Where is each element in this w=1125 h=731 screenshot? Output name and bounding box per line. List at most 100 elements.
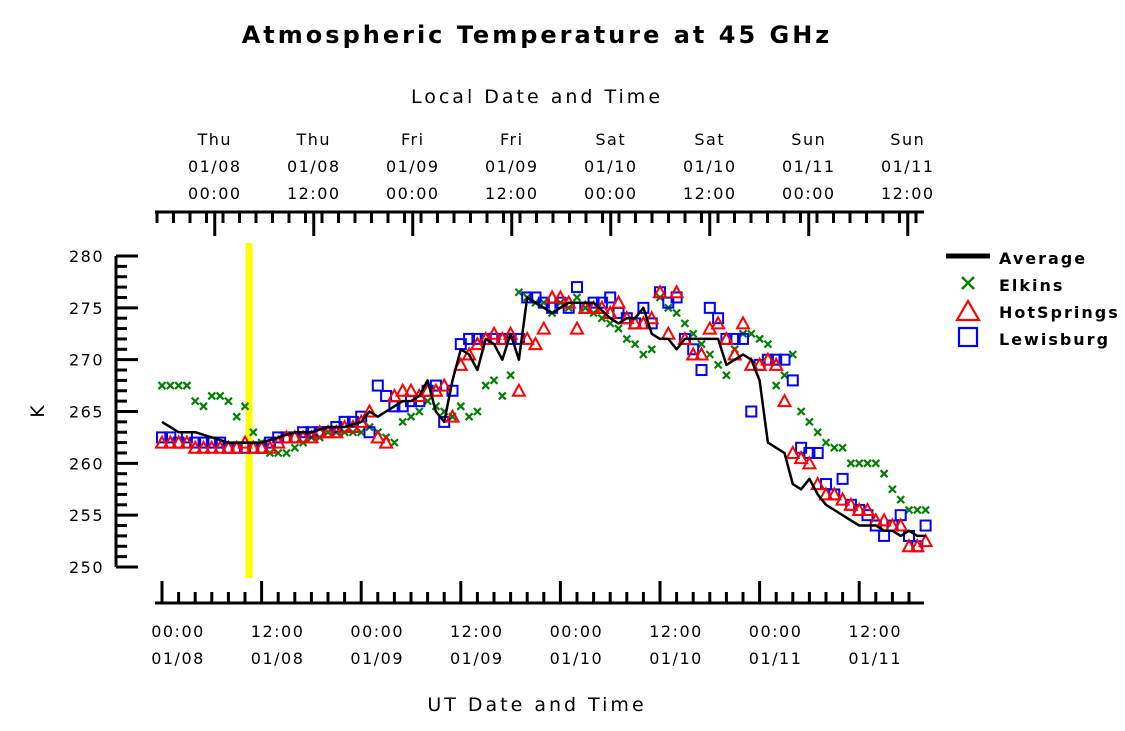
data-point-elkins [207,391,217,401]
marker-stroke [780,370,789,380]
data-point-hotsprings [204,439,220,454]
top-tick-day-label: Sun [791,130,826,149]
data-point-elkins [282,448,291,458]
top-tick-day-label: Sat [694,130,725,149]
marker-stroke [390,438,399,447]
data-point-hotsprings [917,532,934,548]
data-point-elkins [705,350,715,359]
marker-stroke [166,381,175,390]
data-point-elkins [763,339,773,349]
data-point-hotsprings [851,501,867,516]
data-point-hotsprings [536,320,552,335]
marker-stroke [647,345,656,354]
top-tick-time-label: 00:00 [782,184,836,203]
data-point-elkins [199,402,208,411]
legend-item-lewisburg: Lewisburg [957,326,1108,349]
marker-stroke [813,427,822,437]
top-tick-date-label: 01/08 [188,157,242,176]
legend-item-elkins: Elkins [961,276,1064,295]
x-tick-time-label: 00:00 [151,622,205,641]
marker-stroke [456,402,466,411]
data-point-elkins [290,443,300,453]
data-point-elkins [913,505,922,515]
marker-stroke [215,391,225,401]
marker-stroke [830,443,839,453]
data-point-elkins [680,319,690,328]
data-point-lewisburg [371,379,384,392]
data-point-hotsprings [785,444,801,459]
data-point-hotsprings [901,538,917,553]
marker-stroke [415,407,424,416]
data-point-elkins [174,381,183,390]
data-point-elkins [415,407,424,416]
data-point-hotsprings [810,475,826,491]
top-tick-time-label: 00:00 [584,184,638,203]
data-point-elkins [597,313,607,323]
marker-stroke [190,396,200,406]
data-point-elkins [166,381,175,390]
data-point-elkins [390,438,399,447]
marker-stroke [506,370,515,380]
time-marker-layer [245,243,253,578]
data-point-elkins [879,469,889,478]
data-point-hotsprings [287,429,303,444]
data-point-elkins [830,443,839,453]
x-tick-time-label: 00:00 [749,622,803,641]
data-point-elkins [805,417,814,427]
marker-stroke [232,412,241,421]
data-point-hotsprings [685,346,701,361]
top-tick-day-label: Sat [595,130,626,149]
data-point-hotsprings [486,325,502,340]
data-point-lewisburg [919,519,932,532]
marker-stroke [755,334,764,344]
data-point-lewisburg [878,529,891,542]
legend-label: Elkins [999,276,1064,295]
data-point-hotsprings [893,517,909,532]
data-point-elkins [647,345,656,354]
data-point-hotsprings [768,356,784,371]
data-point-hotsprings [644,310,660,325]
top-tick-date-label: 01/10 [683,157,737,176]
marker-stroke [498,391,507,401]
data-point-hotsprings [585,299,602,314]
x-tick-time-label: 00:00 [550,622,604,641]
legend-swatch [961,276,975,290]
data-point-hotsprings [444,408,461,423]
marker-stroke [639,350,648,359]
marker-stroke [224,396,233,406]
data-point-elkins [406,412,416,421]
top-tick-date-label: 01/08 [287,157,341,176]
x-tick-time-label: 12:00 [450,622,504,641]
data-point-hotsprings [511,382,527,397]
data-point-elkins [821,438,831,447]
marker-stroke [838,443,847,453]
data-point-hotsprings [253,439,270,454]
data-point-hotsprings [502,325,519,340]
marker-stroke [846,459,856,468]
data-point-hotsprings [212,439,228,454]
series-line-average [161,296,926,538]
marker-stroke [680,319,690,328]
data-point-hotsprings [876,512,892,527]
marker-stroke [240,402,250,411]
data-point-elkins [215,391,225,401]
data-point-hotsprings [361,403,378,418]
top-axis-label: Local Date and Time [411,86,663,108]
data-point-hotsprings [843,496,859,511]
data-point-elkins [506,370,515,380]
data-point-hotsprings [179,434,195,449]
x-tick-date-label: 01/09 [350,649,404,668]
marker-stroke [913,505,922,515]
marker-stroke [796,407,806,416]
data-point-elkins [481,381,490,390]
marker-stroke [249,427,258,437]
marker-stroke [879,469,889,478]
time-marker-bar [245,243,253,578]
marker-stroke [464,412,474,421]
data-point-elkins [190,396,200,406]
y-tick-label: 250 [69,558,104,577]
data-point-hotsprings [245,439,261,454]
marker-stroke [896,495,905,504]
x-tick-date-label: 01/10 [550,649,604,668]
